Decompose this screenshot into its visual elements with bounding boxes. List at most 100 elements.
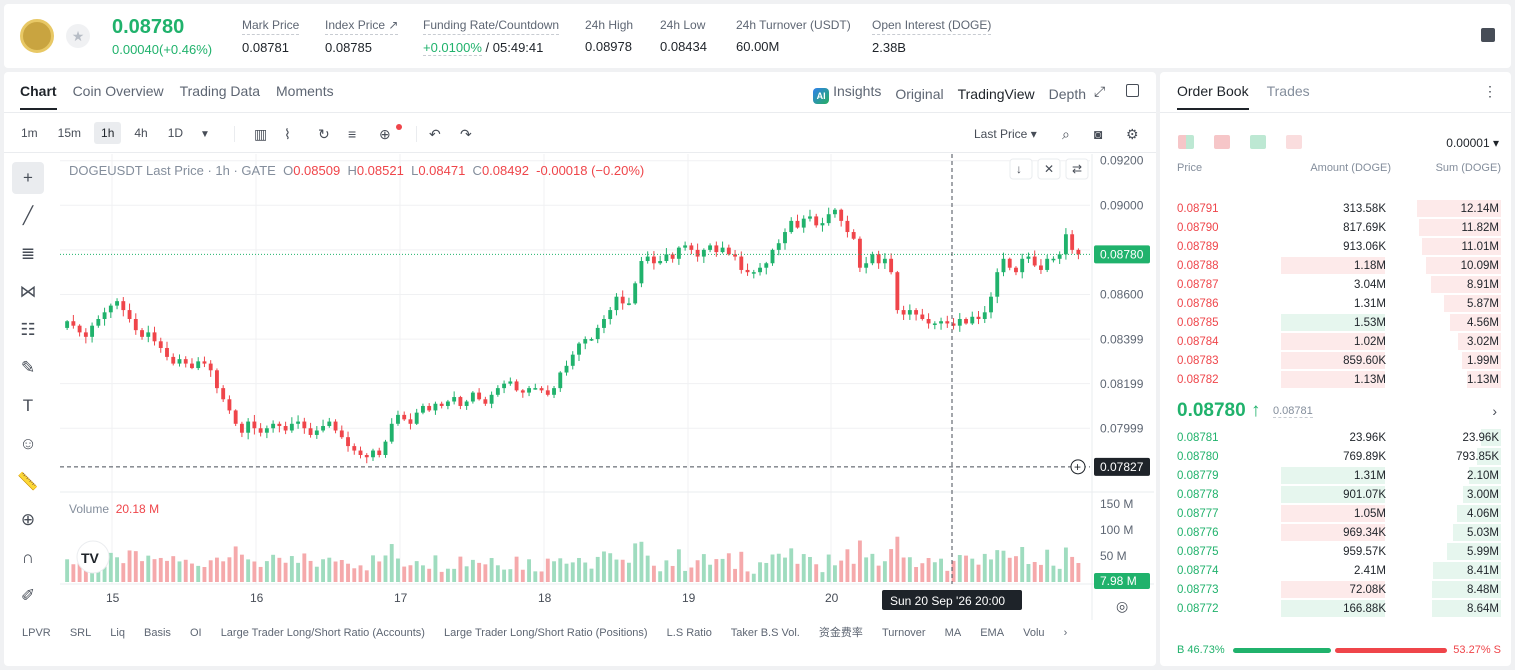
emoji-icon[interactable]: ☺ xyxy=(19,434,37,453)
book-icon[interactable] xyxy=(1481,28,1495,42)
replay-icon[interactable]: ↻ xyxy=(318,126,330,142)
insights-button[interactable]: AI Insights xyxy=(813,83,881,104)
chevron-right-icon[interactable]: › xyxy=(1063,627,1068,639)
tab-coin-overview[interactable]: Coin Overview xyxy=(72,83,164,99)
precision-select[interactable]: 0.00001 ▾ xyxy=(1446,136,1499,150)
ask-row[interactable]: 0.08786 1.31M 5.87M xyxy=(1170,295,1501,313)
volume-bar xyxy=(639,541,644,582)
volume-bar xyxy=(633,543,638,582)
volume-bar xyxy=(146,555,151,582)
indicator-ma[interactable]: MA xyxy=(944,627,962,639)
ask-row[interactable]: 0.08788 1.18M 10.09M xyxy=(1170,257,1501,275)
ask-row[interactable]: 0.08782 1.13M 1.13M xyxy=(1170,371,1501,389)
zoom-icon[interactable]: ⊕ xyxy=(20,510,36,529)
templates-icon[interactable]: ≡ xyxy=(348,126,357,142)
bid-row[interactable]: 0.08774 2.41M 8.41M xyxy=(1170,562,1501,580)
interval-1m[interactable]: 1m xyxy=(21,126,38,140)
volume-bar xyxy=(695,560,700,582)
indicator-volume[interactable]: Volu xyxy=(1023,627,1045,639)
expand-icon[interactable]: ⤢ xyxy=(1094,83,1106,99)
volume-bar xyxy=(495,565,500,582)
add-indicator-icon[interactable]: ⊕ xyxy=(379,126,391,142)
bid-row[interactable]: 0.08776 969.34K 5.03M xyxy=(1170,524,1501,542)
price-chart[interactable]: 0.09200 0.09000 0.08600 0.08399 0.08199 0.079… xyxy=(60,154,1154,620)
stat-index-price[interactable]: Index Price ↗ 0.08785 xyxy=(325,18,399,55)
magnet-icon[interactable]: ∩ xyxy=(21,548,35,567)
tab-trades[interactable]: Trades xyxy=(1266,83,1310,99)
interval-15m[interactable]: 15m xyxy=(57,126,82,140)
view-bids-icon[interactable] xyxy=(1250,135,1266,149)
depth-bar xyxy=(1431,276,1501,293)
indicator-liq[interactable]: Liq xyxy=(110,627,125,639)
volume-bar xyxy=(108,552,113,582)
ruler-icon[interactable]: 📏 xyxy=(17,472,39,491)
ask-row[interactable]: 0.08789 913.06K 11.01M xyxy=(1170,238,1501,256)
order-amount: 2.41M xyxy=(1354,565,1386,577)
candle-body xyxy=(1070,234,1075,250)
bid-row[interactable]: 0.08775 959.57K 5.99M xyxy=(1170,543,1501,561)
tab-depth[interactable]: Depth xyxy=(1048,85,1086,102)
indicator-taker-bs[interactable]: Taker B.S Vol. xyxy=(730,627,800,639)
undo-icon[interactable]: ↶ xyxy=(429,126,441,142)
ask-row[interactable]: 0.08784 1.02M 3.02M xyxy=(1170,333,1501,351)
ask-row[interactable]: 0.08791 313.58K 12.14M xyxy=(1170,200,1501,218)
settings-gear-icon[interactable]: ⚙ xyxy=(1126,126,1139,142)
tab-tradingview[interactable]: TradingView xyxy=(957,85,1035,102)
indicators-icon[interactable]: ⌇ xyxy=(284,126,291,142)
bid-row[interactable]: 0.08773 72.08K 8.48M xyxy=(1170,581,1501,599)
camera-icon[interactable]: ◙ xyxy=(1094,126,1103,142)
price-type-select[interactable]: Last Price ▾ xyxy=(974,127,1037,141)
bid-row[interactable]: 0.08772 166.88K 8.64M xyxy=(1170,600,1501,618)
indicator-lpvr[interactable]: LPVR xyxy=(22,627,51,639)
tab-order-book[interactable]: Order Book xyxy=(1177,83,1249,110)
more-options-icon[interactable]: ⋮ xyxy=(1483,83,1497,99)
candle-body xyxy=(533,388,538,390)
favorite-star-icon[interactable]: ★ xyxy=(66,24,90,48)
ask-row[interactable]: 0.08785 1.53M 4.56M xyxy=(1170,314,1501,332)
indicator-lt-positions[interactable]: Large Trader Long/Short Ratio (Positions… xyxy=(443,627,648,639)
indicator-srl[interactable]: SRL xyxy=(69,627,92,639)
indicator-turnover[interactable]: Turnover xyxy=(881,627,926,639)
search-icon[interactable]: ⌕ xyxy=(1062,126,1070,142)
interval-1d[interactable]: 1D xyxy=(167,126,184,140)
view-both-icon[interactable] xyxy=(1178,135,1194,149)
ask-row[interactable]: 0.08783 859.60K 1.99M xyxy=(1170,352,1501,370)
ask-row[interactable]: 0.08787 3.04M 8.91M xyxy=(1170,276,1501,294)
interval-4h[interactable]: 4h xyxy=(134,126,148,140)
text-icon[interactable]: T xyxy=(22,396,34,415)
volume-bar xyxy=(758,562,762,582)
bid-row[interactable]: 0.08779 1.31M 2.10M xyxy=(1170,467,1501,485)
crosshair-icon[interactable]: + xyxy=(12,162,44,194)
prediction-icon[interactable]: ☷ xyxy=(20,320,36,339)
tab-original[interactable]: Original xyxy=(895,85,944,102)
window-icon[interactable] xyxy=(1126,84,1139,97)
indicator-funding-rate[interactable]: 资金费率 xyxy=(818,627,863,639)
view-asks-icon[interactable] xyxy=(1214,135,1230,149)
redo-icon[interactable]: ↷ xyxy=(460,126,472,142)
tab-trading-data[interactable]: Trading Data xyxy=(179,83,261,99)
chevron-right-icon[interactable]: › xyxy=(1492,403,1497,419)
candle-type-icon[interactable]: ▥ xyxy=(254,126,268,142)
indicator-basis[interactable]: Basis xyxy=(144,627,171,639)
interval-1h[interactable]: 1h xyxy=(94,122,122,144)
indicator-oi[interactable]: OI xyxy=(190,627,202,639)
tab-chart[interactable]: Chart xyxy=(20,83,57,110)
indicator-lt-accounts[interactable]: Large Trader Long/Short Ratio (Accounts) xyxy=(220,627,425,639)
pattern-icon[interactable]: ⋈ xyxy=(19,282,37,301)
bid-row[interactable]: 0.08780 769.89K 793.85K xyxy=(1170,448,1501,466)
bid-row[interactable]: 0.08778 901.07K 3.00M xyxy=(1170,486,1501,504)
view-compact-icon[interactable] xyxy=(1286,135,1302,149)
brush-icon[interactable]: ✎ xyxy=(20,358,36,377)
indicator-ls-ratio[interactable]: L.S Ratio xyxy=(666,627,712,639)
tab-moments[interactable]: Moments xyxy=(276,83,334,99)
indicator-ema[interactable]: EMA xyxy=(980,627,1005,639)
fib-lines-icon[interactable]: ≣ xyxy=(20,244,36,263)
volume-bar xyxy=(801,554,806,582)
interval-dropdown-icon[interactable]: ▼ xyxy=(200,129,210,140)
candle-body xyxy=(1076,249,1081,255)
bid-row[interactable]: 0.08777 1.05M 4.06M xyxy=(1170,505,1501,523)
ask-row[interactable]: 0.08790 817.69K 11.82M xyxy=(1170,219,1501,237)
trendline-icon[interactable]: ╱ xyxy=(22,206,34,225)
draw-mode-icon[interactable]: ✐ xyxy=(20,586,36,605)
bid-row[interactable]: 0.08781 23.96K 23.96K xyxy=(1170,429,1501,447)
